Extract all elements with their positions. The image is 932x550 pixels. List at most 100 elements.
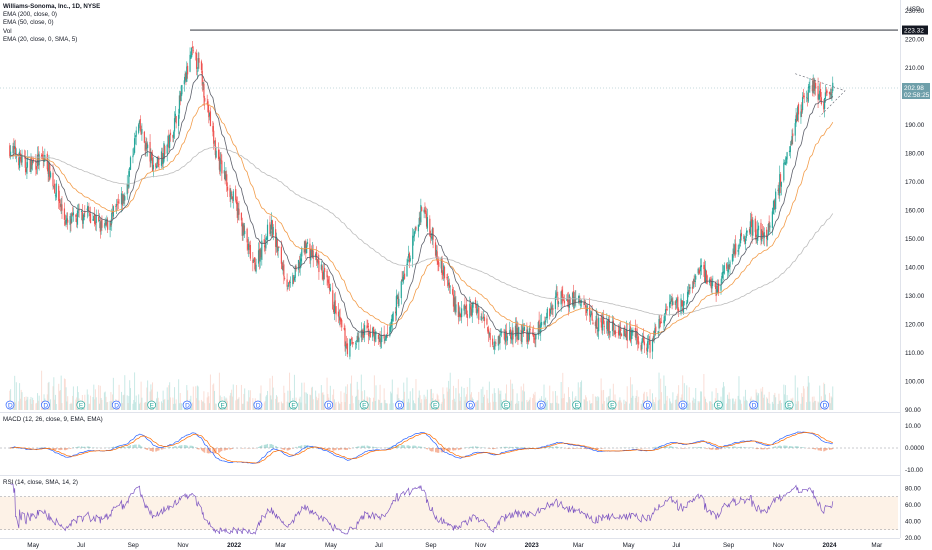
- candle-body: [728, 264, 730, 270]
- macd-histogram-bar: [204, 448, 206, 453]
- volume-bar: [444, 398, 446, 410]
- macd-histogram-bar: [545, 446, 547, 448]
- volume-bar: [105, 396, 107, 410]
- candle-body: [29, 159, 31, 172]
- macd-histogram-bar: [329, 448, 331, 450]
- macd-histogram-bar: [718, 448, 720, 450]
- currency-label[interactable]: USD: [907, 6, 921, 13]
- ema50-legend[interactable]: EMA (50, close, 0): [3, 19, 54, 27]
- volume-bar: [430, 389, 432, 410]
- candle-body: [659, 321, 661, 325]
- volume-bar: [408, 398, 410, 410]
- volume-bar: [310, 395, 312, 410]
- price-scale[interactable]: 230.00220.00210.00200.00190.00180.00170.…: [900, 0, 932, 542]
- macd-histogram-bar: [227, 448, 229, 450]
- candle-body: [215, 150, 217, 158]
- volume-bar: [341, 401, 343, 410]
- candle-body: [76, 218, 78, 223]
- macd-histogram-bar: [457, 448, 459, 451]
- rsi-legend[interactable]: RSI (14, close, SMA, 14, 2): [3, 479, 78, 486]
- ema20-legend[interactable]: EMA (20, close, 0, SMA, 5): [3, 35, 78, 43]
- candle-body: [339, 316, 341, 321]
- macd-histogram-bar: [669, 446, 671, 448]
- macd-histogram-bar: [794, 446, 796, 448]
- volume-bar: [671, 402, 673, 410]
- price-scale-axis[interactable]: 230.00220.00210.00200.00190.00180.00170.…: [901, 0, 932, 542]
- macd-histogram-bar: [215, 448, 217, 453]
- macd-histogram-bar: [157, 448, 159, 451]
- volume-bar: [630, 397, 632, 410]
- candle-body: [657, 331, 659, 334]
- event-marker: [147, 400, 157, 410]
- macd-pane[interactable]: MACD (12, 26, close, 9, EMA, EMA): [0, 413, 900, 476]
- candle-body: [145, 142, 147, 150]
- macd-histogram-bar: [488, 448, 490, 449]
- volume-bar: [563, 393, 565, 410]
- macd-histogram-bar: [127, 446, 129, 448]
- rsi-chart[interactable]: [0, 476, 900, 538]
- price-tick-label: 210.00: [905, 65, 925, 72]
- candle-body: [739, 233, 742, 244]
- candle-body: [343, 328, 345, 330]
- volume-bar: [349, 403, 351, 410]
- volume-bar: [441, 401, 443, 410]
- candle-body: [366, 325, 368, 329]
- volume-bar: [381, 402, 383, 410]
- volume-bar: [734, 401, 736, 410]
- volume-bar: [101, 399, 103, 410]
- volume-bar: [497, 388, 499, 410]
- volume-bar: [192, 386, 194, 410]
- macd-histogram-bar: [786, 445, 788, 448]
- candle-body: [692, 281, 694, 288]
- volume-bar: [38, 395, 40, 410]
- macd-histogram-bar: [797, 446, 799, 448]
- volume-bar: [801, 393, 803, 410]
- candle-body: [784, 162, 787, 165]
- volume-bar: [334, 403, 336, 410]
- volume-bar: [687, 400, 689, 410]
- candle-body: [534, 338, 536, 340]
- macd-histogram-bar: [568, 448, 570, 449]
- symbol-title[interactable]: Williams-Sonoma, Inc., 1D, NYSE: [3, 3, 101, 10]
- candle-body: [488, 332, 490, 336]
- macd-legend[interactable]: MACD (12, 26, close, 9, EMA, EMA): [3, 416, 103, 423]
- macd-histogram-bar: [789, 445, 791, 448]
- candle-body: [529, 328, 531, 331]
- volume-legend[interactable]: Vol: [3, 27, 12, 35]
- volume-bar: [377, 399, 379, 410]
- candle-body: [121, 194, 123, 206]
- candle-body: [107, 221, 109, 230]
- candle-body: [613, 330, 615, 332]
- candle-body: [408, 253, 411, 263]
- time-axis[interactable]: May Jul Sep Nov 2022 Mar May Jul Sep Nov 2023 Mar Ma…: [0, 538, 900, 550]
- volume-bar: [14, 402, 16, 410]
- macd-chart[interactable]: [0, 413, 900, 475]
- volume-bar: [700, 391, 702, 410]
- macd-histogram-bar: [189, 445, 191, 448]
- volume-bar: [174, 387, 176, 410]
- candle-body: [14, 146, 17, 157]
- candle-body: [591, 312, 593, 321]
- macd-histogram-bar: [729, 447, 731, 448]
- candle-body: [482, 318, 484, 320]
- rsi-pane[interactable]: RSI (14, close, SMA, 14, 2): [0, 476, 900, 539]
- ema200-legend[interactable]: EMA (200, close, 0): [3, 11, 57, 19]
- signal-line: [9, 432, 833, 464]
- macd-histogram-bar: [509, 446, 511, 448]
- macd-histogram-bar: [126, 446, 128, 448]
- macd-histogram-bar: [252, 448, 254, 449]
- event-marker-label: D: [468, 403, 473, 410]
- macd-histogram-bar: [219, 448, 221, 452]
- volume-bar: [494, 392, 496, 410]
- volume-bar: [828, 392, 830, 410]
- volume-bar: [446, 387, 448, 410]
- candle-body: [299, 261, 301, 269]
- candle-body: [689, 287, 691, 289]
- volume-bar: [312, 399, 314, 410]
- macd-histogram-bar: [144, 448, 146, 449]
- volume-bar: [293, 374, 295, 410]
- macd-histogram-bar: [443, 448, 445, 452]
- macd-histogram-bar: [567, 448, 569, 449]
